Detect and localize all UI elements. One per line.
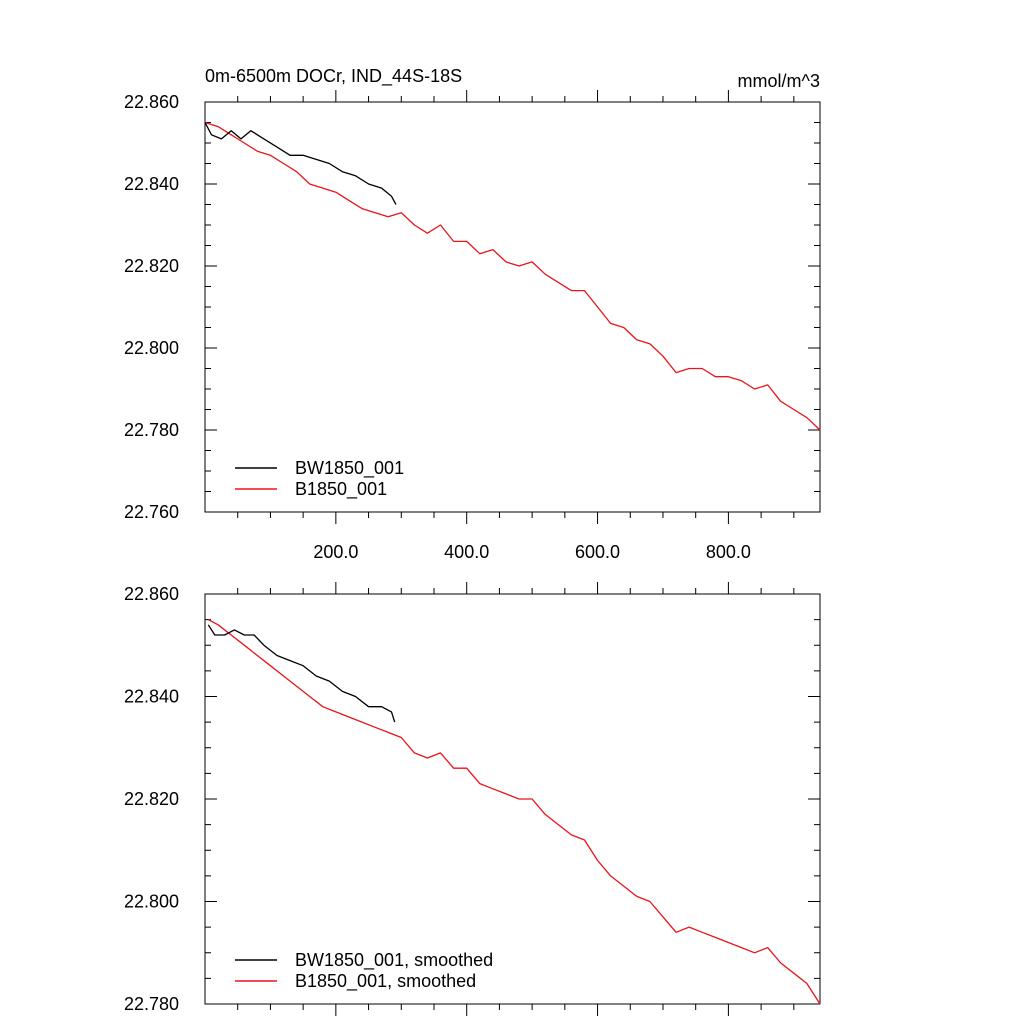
x-tick-label: 200.0 [313, 542, 358, 562]
y-tick-label: 22.860 [124, 584, 179, 604]
y-tick-label: 22.780 [124, 994, 179, 1014]
y-tick-label: 22.800 [124, 892, 179, 912]
legend-label: B1850_001 [295, 479, 387, 500]
legend-label: B1850_001, smoothed [295, 971, 476, 992]
series-line [207, 624, 396, 723]
legend-label: BW1850_001 [295, 458, 404, 479]
series-line [204, 122, 397, 205]
y-tick-label: 22.860 [124, 92, 179, 112]
y-tick-label: 22.840 [124, 174, 179, 194]
chart-title: 0m-6500m DOCr, IND_44S-18S [205, 66, 462, 87]
series-line [204, 121, 821, 431]
y-tick-label: 22.800 [124, 338, 179, 358]
y-tick-label: 22.820 [124, 789, 179, 809]
units-label: mmol/m^3 [738, 71, 820, 91]
y-tick-label: 22.760 [124, 502, 179, 522]
x-tick-label: 800.0 [706, 542, 751, 562]
y-tick-label: 22.820 [124, 256, 179, 276]
x-tick-label: 600.0 [575, 542, 620, 562]
top-panel: 0m-6500m DOCr, IND_44S-18S mmol/m^3 22.7… [124, 66, 821, 562]
y-tick-label: 22.780 [124, 420, 179, 440]
bottom-panel: 22.780 22.800 22.820 22.840 22.860 BW1850_00… [124, 582, 821, 1016]
legend-label: BW1850_001, smoothed [295, 950, 493, 971]
series-line [207, 619, 821, 1005]
plot-frame [204, 101, 821, 513]
y-tick-label: 22.840 [124, 687, 179, 707]
x-tick-label: 400.0 [444, 542, 489, 562]
